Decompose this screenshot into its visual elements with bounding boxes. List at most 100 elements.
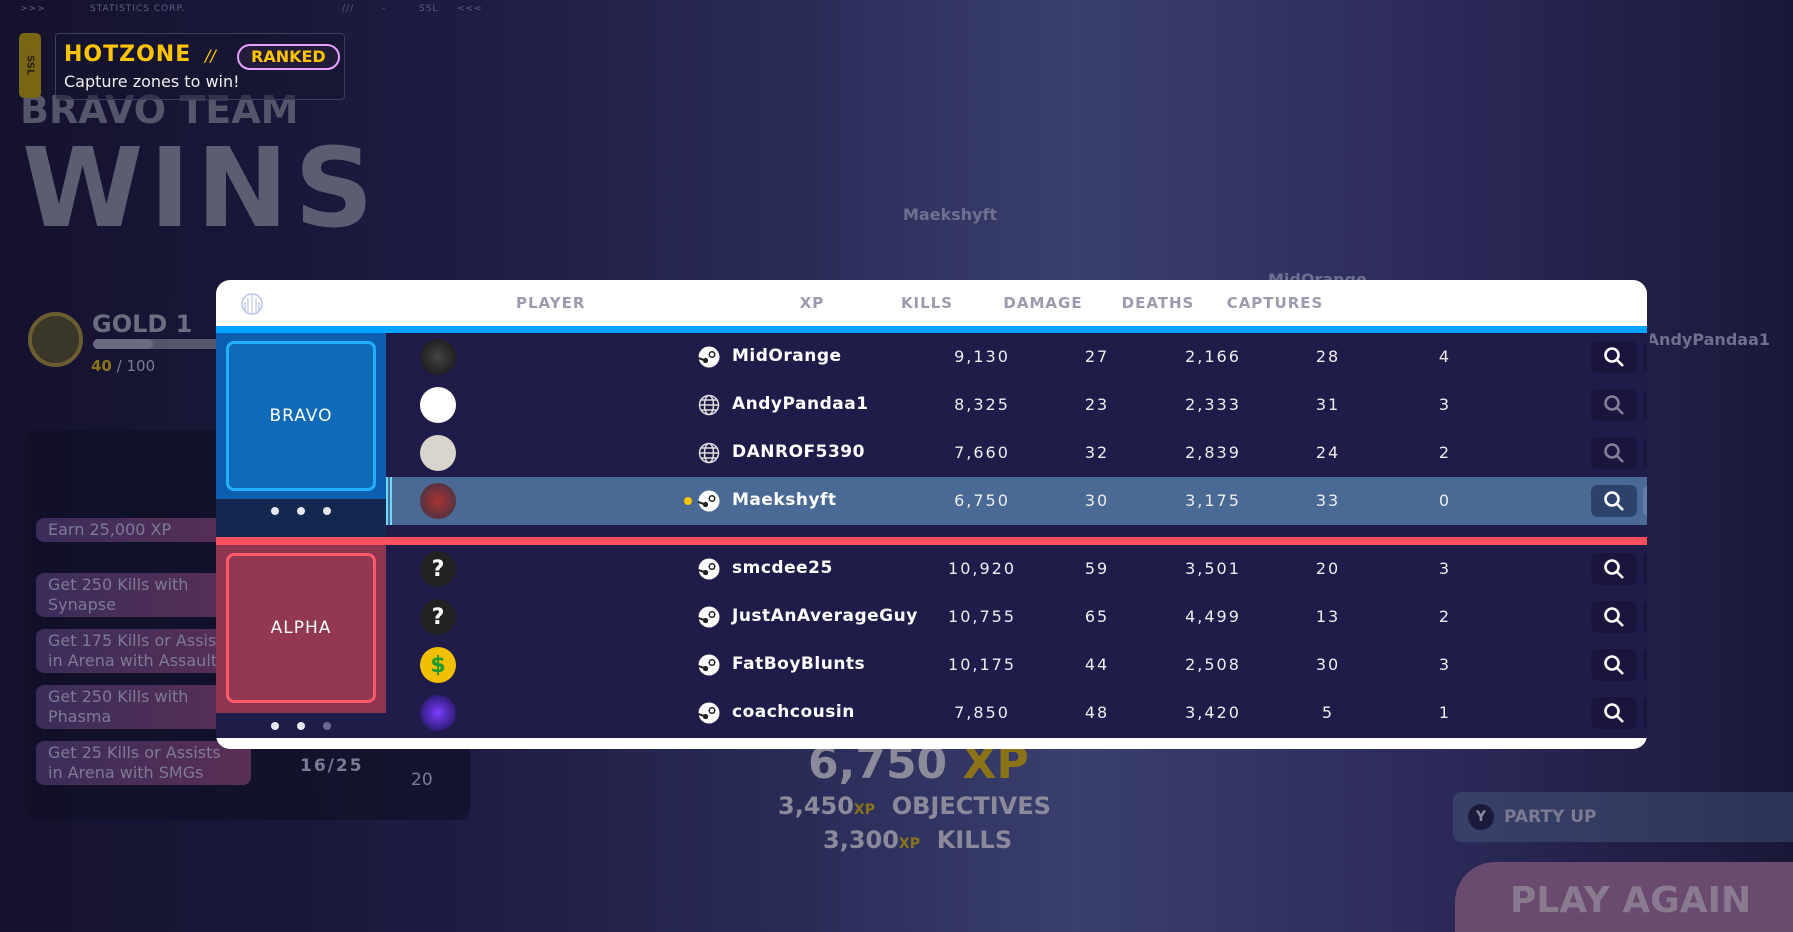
col-player: PLAYER: [516, 294, 586, 312]
player-avatar[interactable]: $: [420, 647, 456, 683]
topbar-brand: STATISTICS CORP.: [90, 4, 186, 14]
add-friend-button[interactable]: [1643, 553, 1647, 585]
alpha-team-box: ALPHA: [226, 553, 376, 703]
topbar-dash: -: [382, 4, 387, 14]
player-xp: 7,850: [954, 703, 1010, 722]
col-kills: KILLS: [900, 294, 954, 312]
player-kills: 27: [1084, 347, 1110, 366]
player-xp: 10,175: [948, 655, 1016, 674]
player-name[interactable]: AndyPandaa1: [732, 394, 869, 414]
player-kills: 59: [1084, 559, 1110, 578]
steam-icon: [697, 606, 720, 628]
search-button[interactable]: [1591, 697, 1637, 729]
player-name[interactable]: Maekshyft: [732, 490, 837, 510]
add-friend-button[interactable]: [1643, 389, 1647, 421]
player-avatar[interactable]: [420, 695, 456, 731]
player-deaths: 33: [1315, 491, 1341, 510]
search-icon: [1603, 702, 1625, 724]
player-avatar[interactable]: ?: [420, 551, 456, 587]
player-avatar[interactable]: [420, 483, 456, 519]
ssl-badge: SSL: [19, 33, 41, 98]
player-damage: 3,501: [1185, 559, 1241, 578]
player-name[interactable]: MidOrange: [732, 346, 842, 366]
search-button[interactable]: [1591, 437, 1637, 469]
player-damage: 2,333: [1185, 395, 1241, 414]
player-kills: 44: [1084, 655, 1110, 674]
party-up-button[interactable]: Y PARTY UP: [1453, 792, 1793, 842]
player-captures: 3: [1438, 655, 1452, 674]
add-friend-button[interactable]: [1643, 437, 1647, 469]
col-damage: DAMAGE: [1003, 294, 1083, 312]
search-button[interactable]: [1591, 389, 1637, 421]
player-name[interactable]: smcdee25: [732, 558, 833, 578]
mode-name: HOTZONE: [64, 42, 192, 67]
player-xp: 6,750: [954, 491, 1010, 510]
bravo-page-dots[interactable]: [216, 507, 386, 515]
player-name[interactable]: DANROF5390: [732, 442, 865, 462]
player-name[interactable]: coachcousin: [732, 702, 855, 722]
mode-description: Capture zones to win!: [64, 72, 240, 91]
challenge-progress: 16/25: [300, 756, 364, 776]
player-avatar[interactable]: ?: [420, 599, 456, 635]
player-captures: 2: [1438, 443, 1452, 462]
player-xp: 10,755: [948, 607, 1016, 626]
search-icon: [1603, 654, 1625, 676]
player-xp: 10,920: [948, 559, 1016, 578]
search-button[interactable]: [1591, 601, 1637, 633]
search-button[interactable]: [1591, 553, 1637, 585]
bravo-team-bar: [216, 326, 1647, 333]
globe-icon: [698, 442, 720, 464]
player-avatar[interactable]: [420, 339, 456, 375]
player-damage: 4,499: [1185, 607, 1241, 626]
player-row[interactable]: coachcousin 7,850 48 3,420 5 1: [386, 689, 1647, 737]
player-name[interactable]: JustAnAverageGuy: [732, 606, 918, 626]
search-button[interactable]: [1591, 649, 1637, 681]
player-captures: 4: [1438, 347, 1452, 366]
scoreboard-header: PLAYER XP KILLS DAMAGE DEATHS CAPTURES: [216, 280, 1647, 326]
player-row[interactable]: ? JustAnAverageGuy 10,755 65 4,499 13 2: [386, 593, 1647, 641]
rank-progress-text: 40 / 100: [91, 357, 156, 375]
add-friend-button[interactable]: [1643, 697, 1647, 729]
challenge-reward: 20: [411, 770, 433, 790]
steam-icon: [697, 702, 720, 724]
challenge-item: Get 25 Kills or Assists in Arena with SM…: [36, 741, 251, 785]
game-logo-icon: [241, 293, 263, 315]
search-button[interactable]: [1591, 485, 1637, 517]
player-kills: 30: [1084, 491, 1110, 510]
search-button[interactable]: [1591, 341, 1637, 373]
player-kills: 48: [1084, 703, 1110, 722]
player-deaths: 13: [1315, 607, 1341, 626]
player-row[interactable]: $ FatBoyBlunts 10,175 44 2,508 30 3: [386, 641, 1647, 689]
add-friend-button[interactable]: [1643, 341, 1647, 373]
steam-icon: [697, 346, 720, 368]
player-kills: 32: [1084, 443, 1110, 462]
search-icon: [1603, 346, 1625, 368]
search-icon: [1603, 606, 1625, 628]
player-captures: 0: [1438, 491, 1452, 510]
alpha-page-dots[interactable]: [216, 722, 386, 730]
party-up-label: PARTY UP: [1504, 807, 1597, 827]
col-xp: XP: [799, 294, 825, 312]
add-friend-button[interactable]: [1643, 485, 1647, 517]
player-avatar[interactable]: [420, 387, 456, 423]
y-key-icon: Y: [1468, 804, 1494, 830]
steam-icon: [697, 558, 720, 580]
scoreboard-footer: [216, 738, 1647, 749]
player-deaths: 24: [1315, 443, 1341, 462]
player-captures: 2: [1438, 607, 1452, 626]
player-row[interactable]: DANROF5390 7,660 32 2,839 24 2: [386, 429, 1647, 477]
player-row[interactable]: AndyPandaa1 8,325 23 2,333 31 3: [386, 381, 1647, 429]
player-damage: 3,420: [1185, 703, 1241, 722]
topbar-mid: ///: [342, 4, 355, 14]
player-name[interactable]: FatBoyBlunts: [732, 654, 866, 674]
add-friend-button[interactable]: [1643, 601, 1647, 633]
player-row[interactable]: ? smcdee25 10,920 59 3,501 20 3: [386, 545, 1647, 593]
player-damage: 3,175: [1185, 491, 1241, 510]
add-friend-button[interactable]: [1643, 649, 1647, 681]
ranked-badge: RANKED: [237, 44, 340, 70]
play-again-button[interactable]: PLAY AGAIN: [1455, 862, 1793, 932]
player-avatar[interactable]: [420, 435, 456, 471]
search-icon: [1603, 490, 1625, 512]
player-row[interactable]: Maekshyft 6,750 30 3,175 33 0: [386, 477, 1647, 525]
player-row[interactable]: MidOrange 9,130 27 2,166 28 4: [386, 333, 1647, 381]
